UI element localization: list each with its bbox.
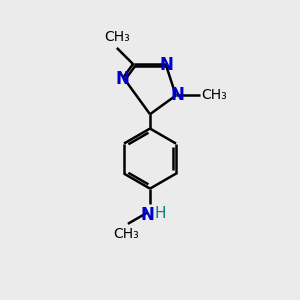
- Text: CH₃: CH₃: [114, 227, 139, 241]
- Text: N: N: [116, 70, 130, 88]
- Text: N: N: [170, 86, 184, 104]
- Text: CH₃: CH₃: [202, 88, 227, 103]
- Text: N: N: [160, 56, 173, 74]
- Text: N: N: [141, 206, 154, 224]
- Text: H: H: [154, 206, 166, 221]
- Text: CH₃: CH₃: [104, 30, 130, 44]
